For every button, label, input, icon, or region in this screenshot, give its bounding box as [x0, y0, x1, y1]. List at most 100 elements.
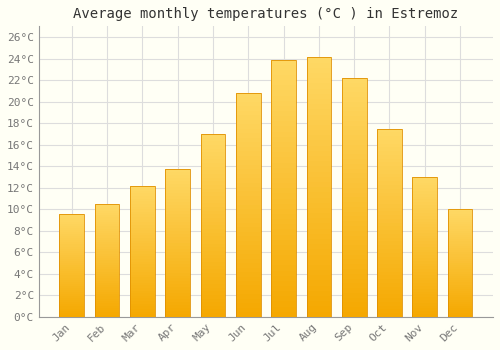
- Bar: [306, 135, 331, 140]
- Bar: [200, 138, 226, 141]
- Bar: [342, 159, 366, 164]
- Bar: [166, 258, 190, 261]
- Bar: [412, 213, 437, 216]
- Bar: [412, 199, 437, 202]
- Bar: [166, 249, 190, 252]
- Bar: [130, 259, 155, 262]
- Bar: [377, 309, 402, 313]
- Bar: [412, 311, 437, 314]
- Bar: [130, 186, 155, 188]
- Bar: [130, 186, 155, 317]
- Bar: [448, 295, 472, 298]
- Bar: [166, 175, 190, 178]
- Bar: [60, 309, 84, 310]
- Bar: [94, 287, 120, 290]
- Bar: [60, 300, 84, 302]
- Bar: [271, 219, 296, 224]
- Bar: [412, 286, 437, 289]
- Bar: [412, 196, 437, 199]
- Bar: [412, 258, 437, 261]
- Bar: [200, 211, 226, 214]
- Bar: [271, 60, 296, 317]
- Bar: [130, 296, 155, 299]
- Bar: [236, 124, 260, 129]
- Bar: [236, 191, 260, 196]
- Bar: [271, 116, 296, 121]
- Bar: [236, 102, 260, 106]
- Bar: [236, 236, 260, 241]
- Bar: [94, 290, 120, 292]
- Bar: [448, 293, 472, 295]
- Bar: [200, 299, 226, 302]
- Bar: [60, 304, 84, 307]
- Bar: [448, 231, 472, 233]
- Bar: [236, 178, 260, 182]
- Bar: [306, 94, 331, 99]
- Bar: [60, 240, 84, 243]
- Bar: [60, 313, 84, 315]
- Bar: [448, 235, 472, 237]
- Bar: [200, 214, 226, 218]
- Bar: [271, 188, 296, 193]
- Bar: [200, 284, 226, 288]
- Bar: [271, 286, 296, 291]
- Bar: [200, 160, 226, 163]
- Bar: [60, 280, 84, 282]
- Bar: [200, 313, 226, 317]
- Bar: [412, 266, 437, 269]
- Bar: [448, 285, 472, 287]
- Bar: [130, 230, 155, 233]
- Bar: [60, 228, 84, 230]
- Bar: [412, 308, 437, 311]
- Bar: [306, 182, 331, 187]
- Bar: [236, 93, 260, 97]
- Bar: [94, 238, 120, 240]
- Bar: [130, 209, 155, 212]
- Bar: [448, 216, 472, 218]
- Bar: [448, 287, 472, 289]
- Bar: [94, 258, 120, 260]
- Bar: [60, 214, 84, 216]
- Bar: [377, 177, 402, 181]
- Bar: [306, 83, 331, 89]
- Bar: [306, 57, 331, 63]
- Bar: [94, 213, 120, 215]
- Bar: [377, 189, 402, 192]
- Bar: [342, 164, 366, 169]
- Bar: [306, 120, 331, 125]
- Bar: [166, 237, 190, 240]
- Bar: [377, 181, 402, 185]
- Bar: [94, 296, 120, 299]
- Bar: [306, 161, 331, 166]
- Bar: [200, 189, 226, 192]
- Bar: [236, 299, 260, 303]
- Bar: [236, 290, 260, 294]
- Bar: [94, 224, 120, 226]
- Bar: [60, 218, 84, 220]
- Bar: [200, 233, 226, 236]
- Bar: [377, 136, 402, 140]
- Bar: [412, 261, 437, 264]
- Bar: [130, 272, 155, 275]
- Bar: [377, 211, 402, 215]
- Bar: [166, 178, 190, 181]
- Bar: [236, 196, 260, 201]
- Bar: [342, 302, 366, 307]
- Bar: [236, 312, 260, 317]
- Bar: [166, 275, 190, 279]
- Bar: [377, 223, 402, 226]
- Bar: [166, 223, 190, 225]
- Bar: [306, 208, 331, 213]
- Bar: [448, 257, 472, 259]
- Bar: [60, 243, 84, 245]
- Bar: [60, 261, 84, 263]
- Bar: [130, 278, 155, 280]
- Bar: [271, 296, 296, 301]
- Bar: [271, 152, 296, 158]
- Bar: [377, 260, 402, 264]
- Bar: [130, 248, 155, 251]
- Bar: [342, 169, 366, 174]
- Bar: [342, 135, 366, 140]
- Bar: [200, 229, 226, 233]
- Bar: [166, 234, 190, 237]
